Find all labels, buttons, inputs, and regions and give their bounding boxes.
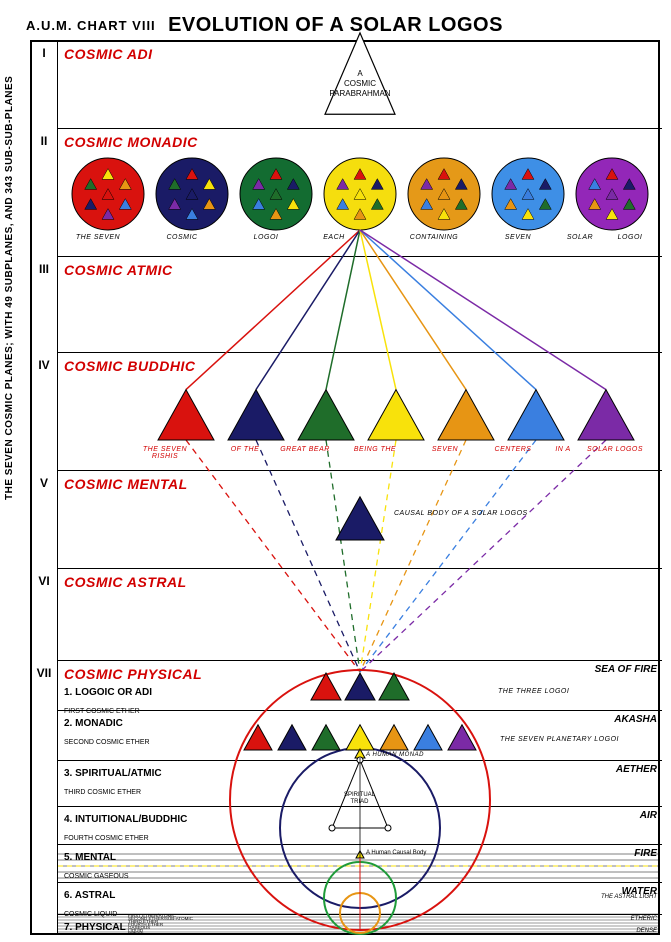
- rishi-caption: THE SEVEN RISHIS: [130, 446, 200, 460]
- dense-label: DENSE: [636, 928, 657, 934]
- disc-caption: LOGOI: [600, 234, 660, 241]
- diagram-svg: ACOSMICPARABRAHMAN: [0, 0, 671, 942]
- etheric-label: ETHERIC: [631, 916, 657, 922]
- human-causal-label: A Human Causal Body: [366, 850, 426, 856]
- disc-caption: SEVEN: [488, 234, 548, 241]
- rishi-caption: BEING THE: [340, 446, 410, 453]
- disc-caption: EACH: [304, 234, 364, 241]
- chart-page: A.U.M. CHART VIII EVOLUTION OF A SOLAR L…: [0, 0, 671, 942]
- spiritual-triad-label: SPIRITUALTRIAD: [344, 792, 375, 806]
- three-logoi-caption: THE THREE LOGOI: [498, 688, 569, 695]
- planetary-caption: THE SEVEN PLANETARY LOGOI: [500, 736, 619, 743]
- human-monad-label: A HUMAN MONAD: [366, 752, 424, 758]
- causal-caption: CAUSAL BODY OF A SOLAR LOGOS: [394, 510, 528, 517]
- astral-sub-label: THE ASTRAL LIGHT: [601, 894, 657, 900]
- disc-caption: LOGOI: [236, 234, 296, 241]
- disc-caption: THE SEVEN: [68, 234, 128, 241]
- rishi-caption: SEVEN: [410, 446, 480, 453]
- physical-sub-label: DENSE: [128, 931, 144, 936]
- rishi-caption: GREAT BEAR: [270, 446, 340, 453]
- disc-caption: CONTAINING: [404, 234, 464, 241]
- rishi-caption: SOLAR LOGOS: [580, 446, 650, 453]
- disc-caption: COSMIC: [152, 234, 212, 241]
